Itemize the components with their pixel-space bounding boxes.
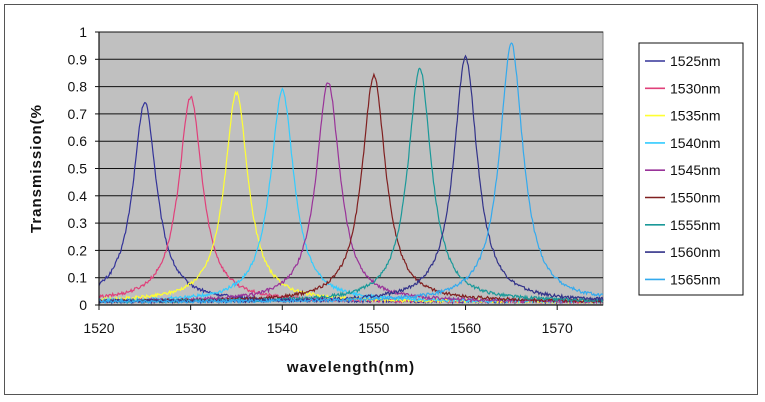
legend-label: 1535nm: [670, 108, 721, 124]
legend: 1525nm 1530nm 1535nm 1540nm 1545nm 1550nm 1555…: [638, 42, 744, 296]
legend-label: 1530nm: [670, 80, 721, 96]
legend-label: 1565nm: [670, 271, 721, 287]
y-tick-label: 1: [79, 24, 87, 40]
y-tick-label: 0.2: [68, 242, 88, 258]
legend-label: 1555nm: [670, 217, 721, 233]
legend-label: 1525nm: [670, 53, 721, 69]
y-tick-label: 0.4: [68, 188, 88, 204]
legend-box: [638, 42, 744, 296]
x-axis-title: wavelength(nm): [286, 359, 415, 376]
y-tick-label: 0.7: [68, 106, 88, 122]
x-tick-label: 1550: [358, 320, 389, 336]
y-axis-title: Transmission(%: [28, 104, 45, 233]
legend-label: 1560nm: [670, 244, 721, 260]
y-tick-label: 0.3: [68, 215, 88, 231]
x-tick-label: 1570: [542, 320, 573, 336]
series-line-1565nm: [98, 42, 604, 305]
y-tick-label: 0: [79, 297, 87, 313]
chart-frame: 0 0.1 0.2 0.3 0.4 0.5 0.6 0.7 0.8 0.9 1 1520 1530 15…: [4, 4, 758, 395]
series-lines: [98, 42, 604, 305]
legend-label: 1545nm: [670, 162, 721, 178]
transmission-chart: 00.10.20.30.40.50.60.70.80.91 1520 1530 15…: [28, 24, 744, 376]
y-tick-labels: 0 0.1 0.2 0.3 0.4 0.5 0.6 0.7 0.8 0.9 1: [68, 24, 99, 313]
y-tick-label: 0.5: [68, 161, 88, 177]
x-tick-label: 1530: [175, 320, 206, 336]
y-tick-label: 0.1: [68, 270, 88, 286]
x-tick-label: 1520: [83, 320, 114, 336]
x-tick-label: 1540: [267, 320, 298, 336]
legend-label: 1550nm: [670, 190, 721, 206]
y-tick-label: 0.6: [68, 133, 88, 149]
x-tick-labels: 1520 1530 1540 1550 1560 1570: [83, 305, 573, 336]
y-tick-label: 0.8: [68, 79, 88, 95]
x-tick-label: 1560: [450, 320, 481, 336]
y-tick-label: 0.9: [68, 51, 88, 67]
legend-label: 1540nm: [670, 135, 721, 151]
